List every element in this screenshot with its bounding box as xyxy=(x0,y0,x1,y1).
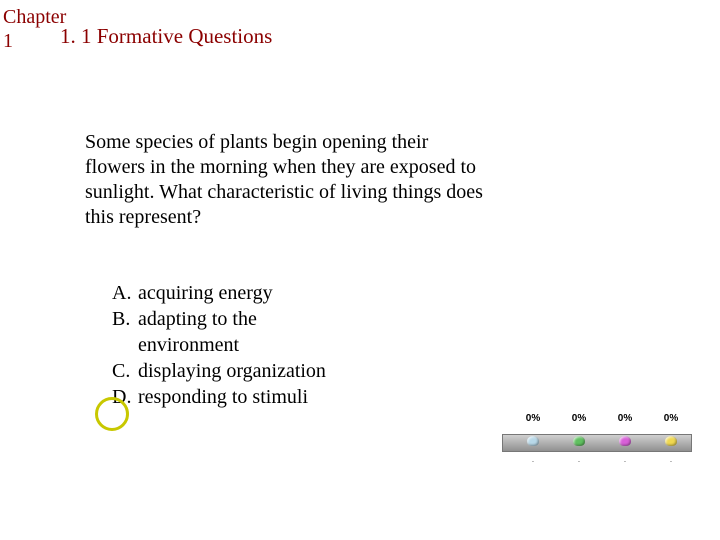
answer-text: responding to stimuli xyxy=(138,384,308,410)
poll-pct: 0% xyxy=(656,413,686,424)
poll-sub: . xyxy=(518,455,548,464)
answer-text: displaying organization xyxy=(138,358,326,384)
answer-letter: A. xyxy=(112,280,138,306)
question-text: Some species of plants begin opening the… xyxy=(85,130,485,230)
poll-button-icon xyxy=(527,436,539,446)
answer-b-cont: environment xyxy=(138,332,326,358)
answer-d[interactable]: D. responding to stimuli xyxy=(112,384,326,410)
poll-button-icon xyxy=(665,436,677,446)
poll-pct: 0% xyxy=(610,413,640,424)
answer-b[interactable]: B. adapting to the xyxy=(112,306,326,332)
poll-button-icon xyxy=(619,436,631,446)
answer-a[interactable]: A. acquiring energy xyxy=(112,280,326,306)
answer-text: acquiring energy xyxy=(138,280,273,306)
section-title: 1. 1 Formative Questions xyxy=(60,24,272,49)
answer-c[interactable]: C. displaying organization xyxy=(112,358,326,384)
answer-text: environment xyxy=(138,334,239,356)
poll-pct: 0% xyxy=(564,413,594,424)
poll-sub: . xyxy=(610,455,640,464)
poll-button-icon xyxy=(573,436,585,446)
answer-text: adapting to the xyxy=(138,306,257,332)
chapter-number: 1 xyxy=(3,29,66,53)
answer-letter: B. xyxy=(112,306,138,332)
poll-sub: . xyxy=(656,455,686,464)
poll-sub: . xyxy=(564,455,594,464)
answers-block: A. acquiring energy B. adapting to the e… xyxy=(112,280,326,410)
chapter-word: Chapter xyxy=(3,5,66,29)
poll-widget: 0% . 0% . 0% . 0% . xyxy=(502,402,692,452)
poll-pct: 0% xyxy=(518,413,548,424)
correct-answer-circle xyxy=(95,397,129,431)
answer-letter: C. xyxy=(112,358,138,384)
chapter-label: Chapter 1 xyxy=(3,5,66,53)
